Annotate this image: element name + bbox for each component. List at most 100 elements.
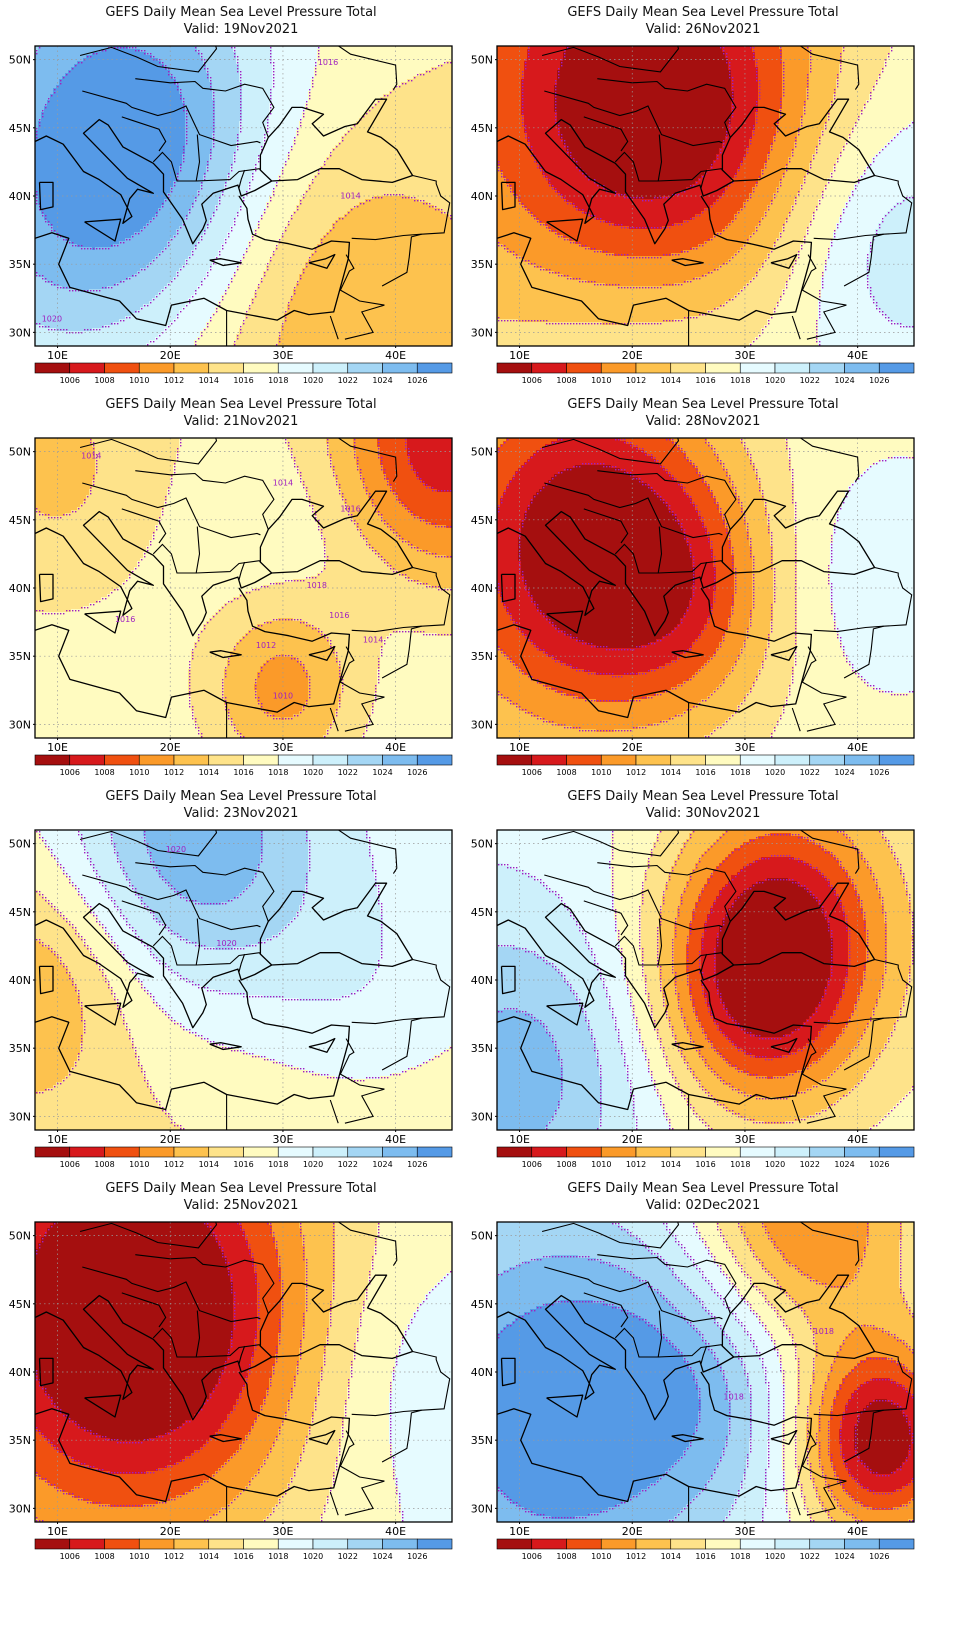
lon-tick-label: 30E bbox=[272, 1133, 293, 1146]
lon-tick-label: 40E bbox=[385, 1133, 406, 1146]
colorbar-swatch bbox=[34, 1146, 71, 1158]
lat-tick-label: 35N bbox=[9, 258, 31, 271]
colorbar-label: 1020 bbox=[303, 376, 323, 385]
borders bbox=[79, 1222, 451, 1522]
lat-tick-label: 50N bbox=[471, 1230, 493, 1243]
colorbar-swatch bbox=[312, 362, 349, 374]
colorbar-label: 1006 bbox=[60, 1160, 80, 1169]
lat-tick-label: 50N bbox=[9, 54, 31, 67]
panel-valid-date: Valid: 28Nov2021 bbox=[645, 414, 761, 429]
isobar-label: 1018 bbox=[723, 1392, 743, 1401]
colorbar-label: 1024 bbox=[834, 1160, 854, 1169]
colorbar-label: 1020 bbox=[303, 1160, 323, 1169]
colorbar-swatch bbox=[635, 362, 672, 374]
isobar-label: 1018 bbox=[814, 1327, 834, 1336]
lat-tick-label: 30N bbox=[9, 1502, 31, 1515]
isobar-label: 1012 bbox=[256, 641, 276, 650]
isobar-label: 1016 bbox=[340, 505, 360, 514]
isobar-label: 1016 bbox=[115, 615, 135, 624]
colorbar-label: 1012 bbox=[164, 1160, 184, 1169]
colorbar: 1006 1008 1010 1012 1014 1016 1018 1020 1022 1024… bbox=[496, 1538, 915, 1561]
colorbar-swatch bbox=[600, 1538, 637, 1550]
colorbar-swatch bbox=[173, 1146, 210, 1158]
colorbar-label: 1006 bbox=[60, 376, 80, 385]
isobar-label: 1014 bbox=[81, 451, 101, 460]
panel-title: GEFS Daily Mean Sea Level Pressure Total bbox=[105, 1181, 377, 1196]
lat-tick-label: 30N bbox=[9, 1110, 31, 1123]
colorbar-swatch bbox=[138, 362, 175, 374]
colorbar-swatch bbox=[138, 1146, 175, 1158]
lon-tick-label: 10E bbox=[47, 741, 68, 754]
colorbar-label: 1026 bbox=[407, 768, 427, 777]
lat-tick-label: 35N bbox=[9, 1434, 31, 1447]
lat-tick-label: 45N bbox=[9, 1298, 31, 1311]
panel-valid-date: Valid: 23Nov2021 bbox=[183, 806, 299, 821]
colorbar-label: 1010 bbox=[129, 1160, 149, 1169]
colorbar-swatch bbox=[208, 362, 244, 374]
colorbar-swatch bbox=[382, 1146, 418, 1158]
isobars bbox=[36, 831, 452, 1130]
colorbar-label: 1018 bbox=[268, 768, 288, 777]
colorbar-swatch bbox=[347, 1538, 383, 1550]
colorbar-label: 1008 bbox=[94, 768, 114, 777]
colorbar-label: 1022 bbox=[338, 1160, 358, 1169]
pressure-fill bbox=[497, 830, 914, 1130]
panel-valid-date: Valid: 30Nov2021 bbox=[645, 806, 761, 821]
colorbar-swatch bbox=[809, 754, 845, 766]
colorbar-label: 1016 bbox=[233, 376, 253, 385]
panel-title: GEFS Daily Mean Sea Level Pressure Total bbox=[567, 397, 839, 412]
colorbar-swatch bbox=[531, 754, 567, 766]
colorbar-label: 1010 bbox=[129, 768, 149, 777]
colorbar-label: 1014 bbox=[661, 376, 681, 385]
isobar-label: 1014 bbox=[340, 192, 360, 201]
colorbar-swatch bbox=[496, 1146, 533, 1158]
colorbar-swatch bbox=[566, 1146, 602, 1158]
panel-title: GEFS Daily Mean Sea Level Pressure Total bbox=[105, 397, 377, 412]
colorbar-label: 1014 bbox=[199, 1552, 219, 1561]
colorbar-swatch bbox=[243, 1538, 279, 1550]
lat-tick-label: 40N bbox=[9, 582, 31, 595]
colorbar-swatch bbox=[312, 754, 349, 766]
colorbar-swatch bbox=[243, 754, 279, 766]
colorbar-label: 1008 bbox=[556, 768, 576, 777]
lat-tick-label: 30N bbox=[9, 718, 31, 731]
lon-tick-label: 20E bbox=[160, 1525, 181, 1538]
colorbar-swatch bbox=[208, 1538, 244, 1550]
pressure-fill bbox=[35, 1222, 452, 1522]
colorbar-swatch bbox=[844, 1146, 880, 1158]
isobar-label: 1010 bbox=[273, 691, 293, 700]
colorbar-swatch bbox=[670, 754, 706, 766]
colorbar-label: 1016 bbox=[695, 1552, 715, 1561]
colorbar-label: 1008 bbox=[556, 376, 576, 385]
colorbar-label: 1018 bbox=[730, 768, 750, 777]
coastline bbox=[497, 98, 876, 327]
colorbar-swatch bbox=[774, 362, 811, 374]
borders bbox=[79, 438, 451, 738]
lon-tick-label: 20E bbox=[160, 349, 181, 362]
graticule bbox=[497, 830, 914, 1130]
lat-tick-label: 50N bbox=[471, 838, 493, 851]
lon-tick-label: 30E bbox=[272, 1525, 293, 1538]
pressure-fill bbox=[497, 1222, 914, 1522]
colorbar-swatch bbox=[312, 1146, 349, 1158]
lon-tick-label: 10E bbox=[509, 349, 530, 362]
colorbar-swatch bbox=[705, 362, 741, 374]
colorbar-label: 1018 bbox=[730, 376, 750, 385]
graticule bbox=[497, 438, 914, 738]
lon-tick-label: 20E bbox=[622, 1525, 643, 1538]
colorbar-label: 1014 bbox=[661, 768, 681, 777]
colorbar-label: 1020 bbox=[765, 768, 785, 777]
pressure-fill bbox=[497, 46, 914, 346]
lat-tick-label: 45N bbox=[471, 122, 493, 135]
graticule bbox=[35, 830, 452, 1130]
panel-valid-date: Valid: 02Dec2021 bbox=[645, 1198, 761, 1213]
colorbar-swatch bbox=[208, 754, 244, 766]
colorbar-label: 1006 bbox=[522, 1160, 542, 1169]
borders bbox=[541, 830, 913, 1130]
isobar-label: 1020 bbox=[216, 939, 236, 948]
colorbar-label: 1022 bbox=[338, 1552, 358, 1561]
lon-tick-label: 30E bbox=[734, 1525, 755, 1538]
colorbar-label: 1008 bbox=[556, 1160, 576, 1169]
colorbar-label: 1014 bbox=[199, 768, 219, 777]
